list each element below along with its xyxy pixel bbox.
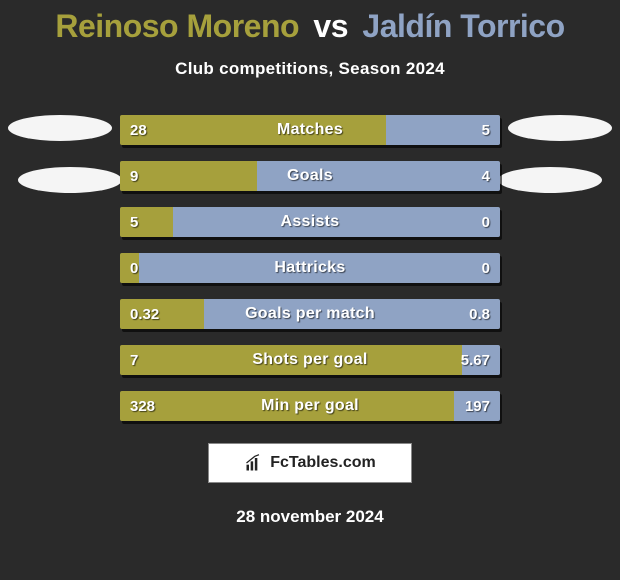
row-value-player2: 0	[482, 207, 490, 237]
row-value-player2: 0	[482, 253, 490, 283]
date-text: 28 november 2024	[0, 507, 620, 527]
player1-avatar-placeholder	[8, 115, 112, 141]
player1-avatar-placeholder-2	[18, 167, 122, 193]
row-stat-label: Min per goal	[120, 391, 500, 421]
watermark-text: FcTables.com	[270, 454, 376, 472]
row-value-player2: 5	[482, 115, 490, 145]
row-stat-label: Shots per goal	[120, 345, 500, 375]
row-value-player1: 328	[130, 391, 155, 421]
row-stat-label: Hattricks	[120, 253, 500, 283]
vs-text: vs	[313, 8, 348, 44]
comparison-rows: Matches285Goals94Assists50Hattricks00Goa…	[120, 115, 500, 421]
row-value-player1: 0	[130, 253, 138, 283]
comparison-row: Goals9 4	[120, 161, 500, 191]
row-value-player1: 5	[130, 207, 138, 237]
player1-name: Reinoso Moreno	[55, 8, 299, 44]
subtitle: Club competitions, Season 2024	[0, 59, 620, 79]
row-value-player2: 0.8	[469, 299, 490, 329]
row-stat-label: Matches	[120, 115, 500, 145]
comparison-row: Min per goal328 197	[120, 391, 500, 421]
chart-icon	[244, 453, 264, 473]
comparison-row: Shots per goal7 5.67	[120, 345, 500, 375]
comparison-row: Matches28 5	[120, 115, 500, 145]
chart-area: Matches285Goals94Assists50Hattricks00Goa…	[0, 115, 620, 421]
infographic-container: Reinoso Moreno vs Jaldín Torrico Club co…	[0, 0, 620, 580]
row-value-player2: 4	[482, 161, 490, 191]
player2-avatar-placeholder	[508, 115, 612, 141]
comparison-row: Goals per match0.32 0.8	[120, 299, 500, 329]
row-value-player1: 9	[130, 161, 138, 191]
row-value-player1: 7	[130, 345, 138, 375]
row-value-player1: 0.32	[130, 299, 159, 329]
comparison-row: Assists5 0	[120, 207, 500, 237]
row-stat-label: Assists	[120, 207, 500, 237]
row-value-player2: 197	[465, 391, 490, 421]
row-value-player2: 5.67	[461, 345, 490, 375]
player2-name: Jaldín Torrico	[362, 8, 564, 44]
comparison-row: Hattricks0 0	[120, 253, 500, 283]
row-stat-label: Goals	[120, 161, 500, 191]
page-title: Reinoso Moreno vs Jaldín Torrico	[0, 8, 620, 45]
row-stat-label: Goals per match	[120, 299, 500, 329]
row-value-player1: 28	[130, 115, 147, 145]
watermark-badge: FcTables.com	[208, 443, 412, 483]
player2-avatar-placeholder-2	[498, 167, 602, 193]
